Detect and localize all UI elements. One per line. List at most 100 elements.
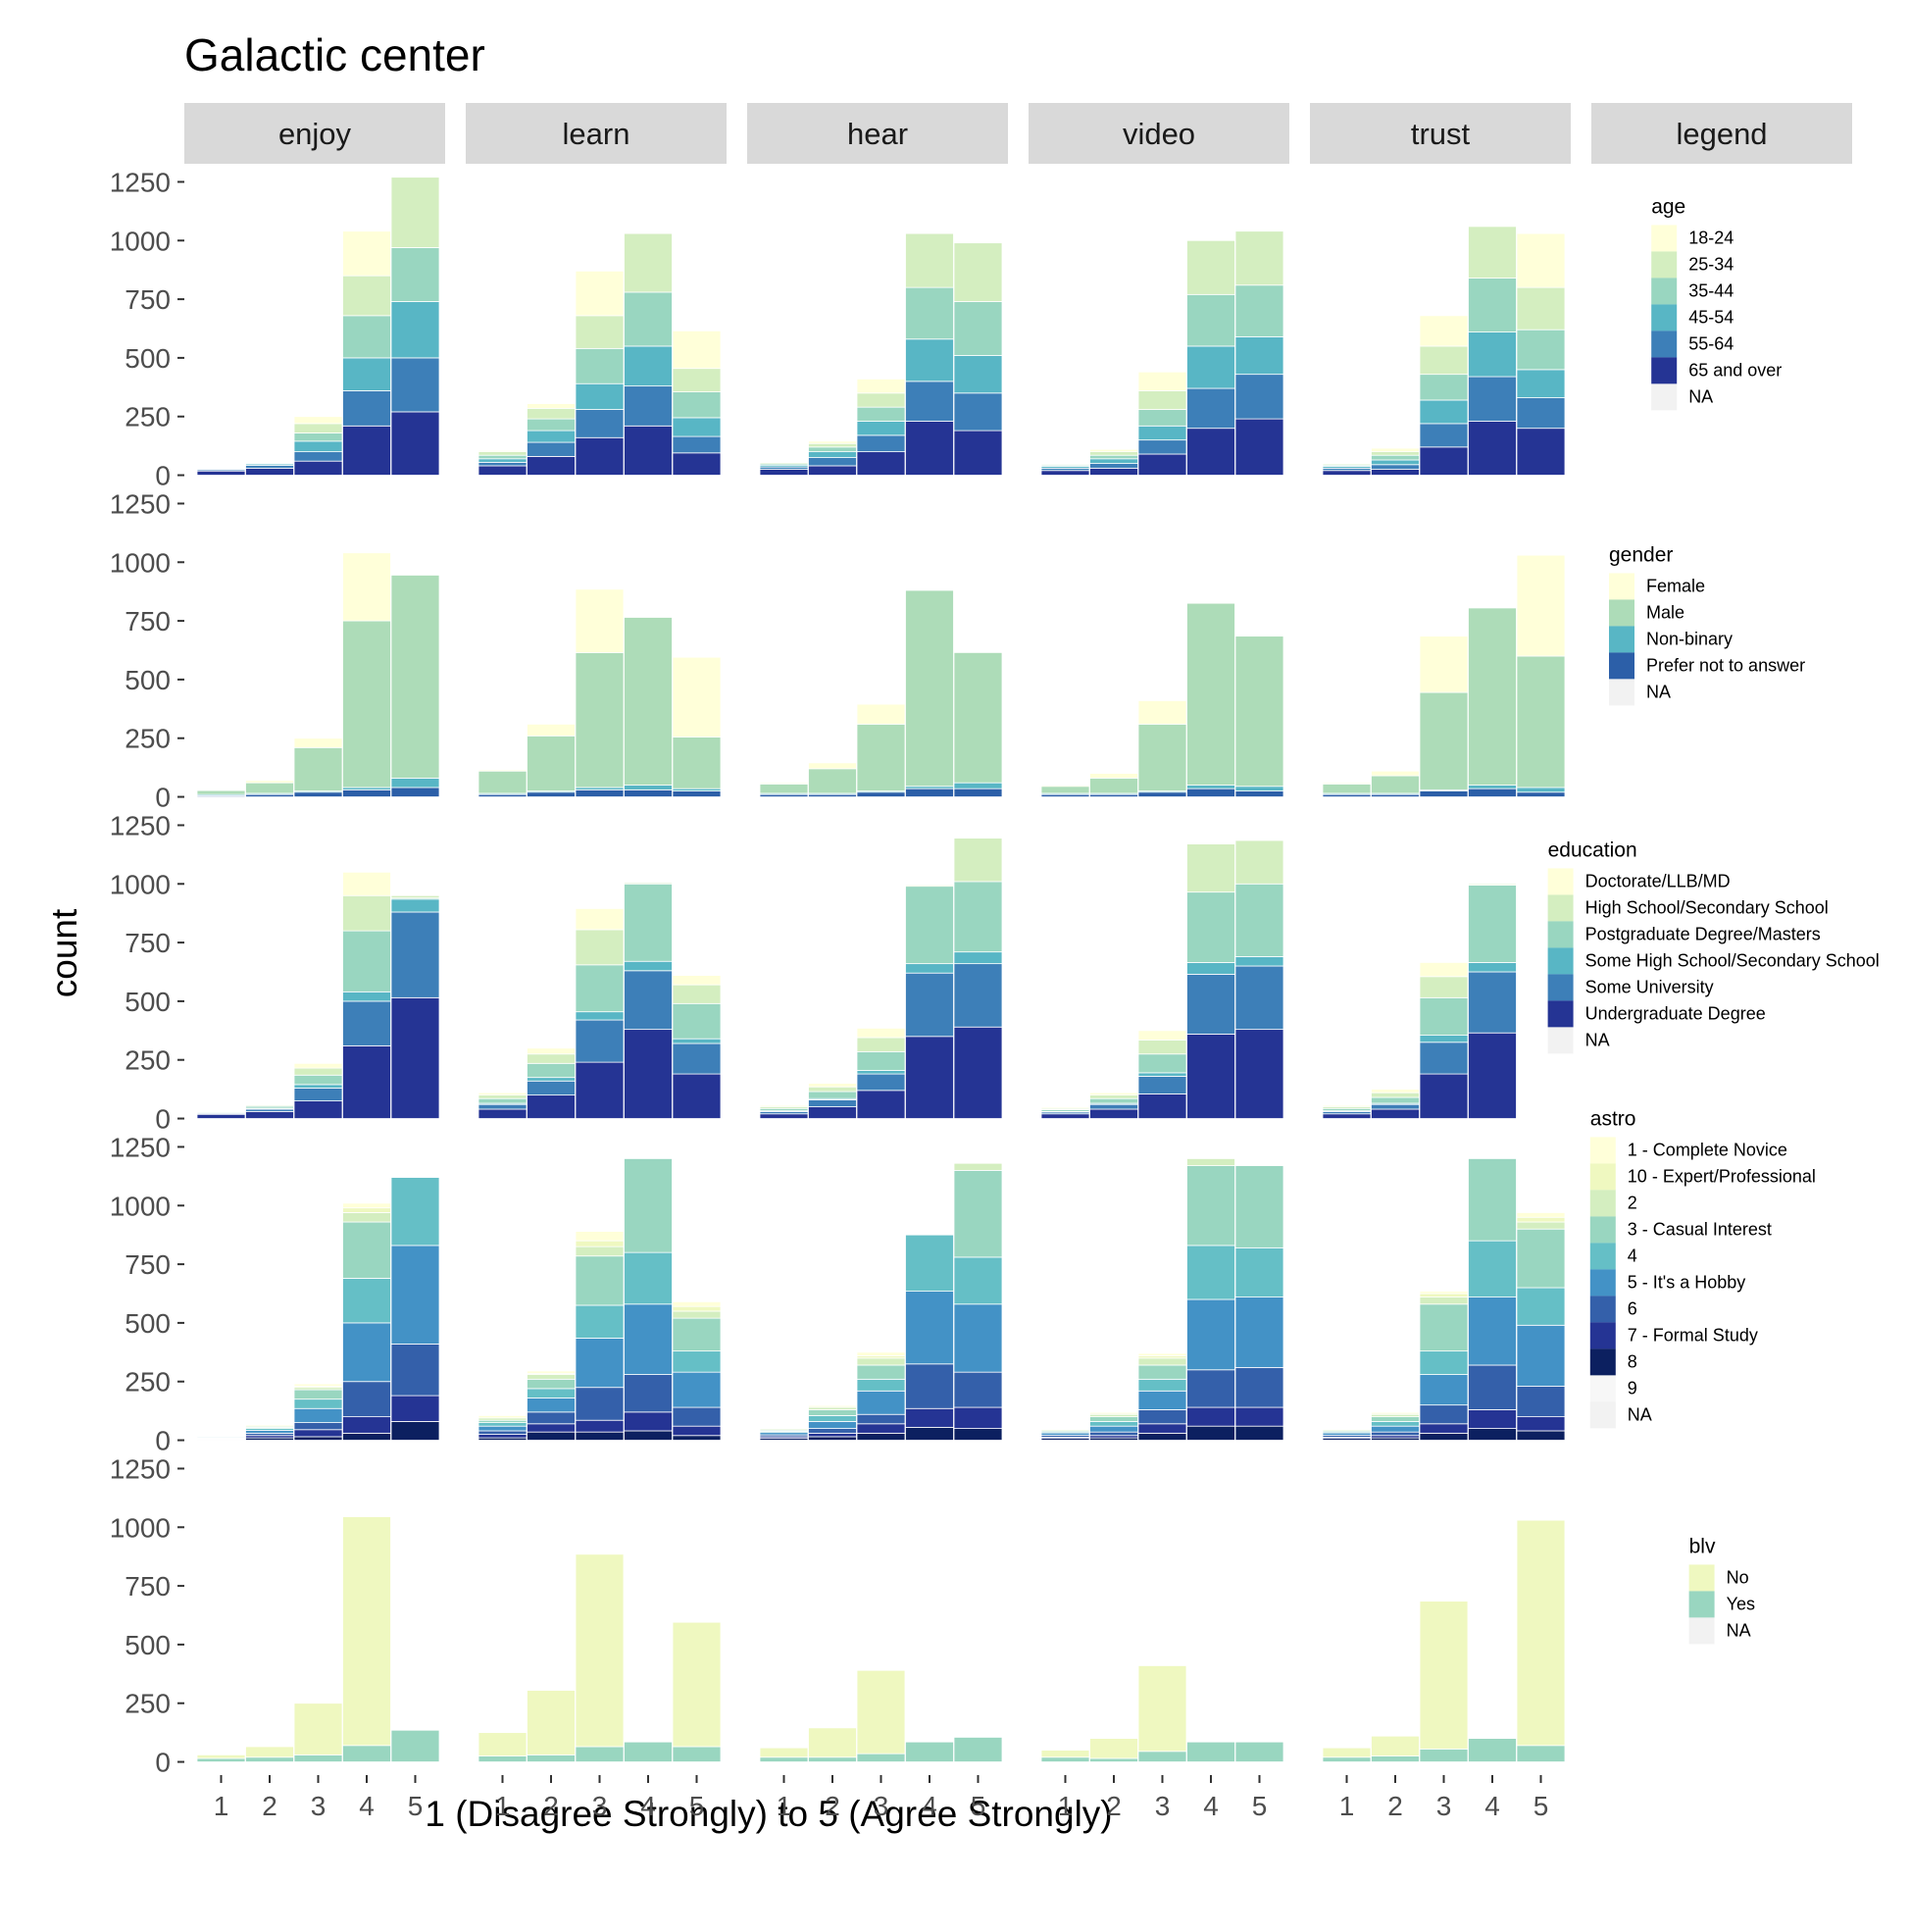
legend-astro: astro 1 - Complete Novice 10 - Expert/Prof… xyxy=(1589,1107,1816,1429)
bar-segment-education-video-3-High School/Secondary School xyxy=(1137,1039,1187,1055)
legend-key xyxy=(1688,1591,1715,1618)
bar-segment-age-trust-3-35-44 xyxy=(1419,374,1469,401)
bar-segment-astro-enjoy-3-5 - It's a Hobby xyxy=(293,1407,343,1423)
bar-segment-astro-enjoy-4-8 xyxy=(342,1432,391,1441)
bar-segment-gender-video-1-Male xyxy=(1040,786,1090,794)
bar-segment-education-learn-3-Undergraduate Degree xyxy=(575,1061,625,1119)
x-tick-label: 3 xyxy=(311,1791,327,1821)
bar-segment-age-trust-5-65 and over xyxy=(1516,428,1566,476)
bar-segment-age-hear-3-25-34 xyxy=(856,392,906,408)
bar-segment-gender-trust-5-Male xyxy=(1516,655,1566,788)
bar-segment-blv-video-1-No xyxy=(1040,1750,1090,1758)
x-axis-title: 1 (Disagree Strongly) to 5 (Agree Strong… xyxy=(425,1794,1112,1834)
bar-segment-astro-trust-3-4 xyxy=(1419,1350,1469,1375)
bar-segment-age-video-4-55-64 xyxy=(1186,387,1235,430)
bar-segment-astro-video-5-7 - Formal Study xyxy=(1234,1406,1284,1427)
legend-label: 5 - It's a Hobby xyxy=(1628,1272,1746,1292)
bar-segment-age-enjoy-1-65 and over xyxy=(196,470,246,476)
bar-segment-blv-video-3-Yes xyxy=(1137,1751,1187,1762)
bar-segment-gender-video-3-Prefer not to answer xyxy=(1137,791,1187,797)
bar-segment-astro-learn-1-1 - Complete Novice xyxy=(478,1415,528,1419)
bar-segment-gender-learn-1-Female xyxy=(478,769,528,772)
legend-label: Undergraduate Degree xyxy=(1585,1003,1766,1023)
bar-segment-blv-enjoy-5-Yes xyxy=(390,1729,440,1762)
facet-strip-label: trust xyxy=(1411,117,1471,151)
bar-segment-age-learn-3-25-34 xyxy=(575,315,625,349)
bar-segment-age-hear-2-18-24 xyxy=(808,440,857,444)
bar-segment-astro-video-3-2 xyxy=(1137,1357,1187,1366)
bar-segment-education-video-5-Some University xyxy=(1234,965,1284,1031)
bar-segment-gender-learn-4-Prefer not to answer xyxy=(624,788,673,797)
bar-segment-astro-video-4-4 xyxy=(1186,1245,1235,1300)
bar-segment-blv-hear-1-No xyxy=(759,1747,809,1758)
panel-age-hear xyxy=(759,232,1003,476)
panel-education-enjoy xyxy=(196,871,440,1119)
bar-segment-astro-trust-4-5 - It's a Hobby xyxy=(1468,1296,1517,1366)
bar-segment-age-learn-2-35-44 xyxy=(527,418,576,432)
bar-segment-age-trust-4-25-34 xyxy=(1468,226,1517,279)
x-tick-label: 4 xyxy=(359,1791,375,1821)
legend-title: astro xyxy=(1590,1107,1636,1130)
legend-label: 65 and over xyxy=(1688,360,1782,380)
y-tick-label: 750 xyxy=(125,284,171,315)
bar-segment-astro-learn-2-2 xyxy=(527,1374,576,1380)
bar-segment-age-video-5-45-54 xyxy=(1234,335,1284,376)
legend-label: Postgraduate Degree/Masters xyxy=(1585,924,1821,943)
bar-segment-gender-hear-2-Male xyxy=(808,768,857,794)
bar-segment-age-learn-4-55-64 xyxy=(624,385,673,427)
x-tick-label: 5 xyxy=(689,1791,705,1821)
bar-segment-age-learn-2-18-24 xyxy=(527,403,576,409)
bar-segment-astro-video-3-3 - Casual Interest xyxy=(1137,1364,1187,1380)
bar-segment-astro-enjoy-4-5 - It's a Hobby xyxy=(342,1322,391,1383)
bar-segment-astro-video-5-6 xyxy=(1234,1366,1284,1408)
bar-segment-gender-video-3-Male xyxy=(1137,723,1187,791)
bar-segment-blv-learn-1-No xyxy=(478,1732,528,1756)
panel-blv-video xyxy=(1040,1665,1284,1762)
bar-segment-education-enjoy-4-Undergraduate Degree xyxy=(342,1044,391,1119)
bar-segment-astro-learn-2-7 - Formal Study xyxy=(527,1423,576,1433)
panel-astro-video xyxy=(1040,1158,1284,1441)
bar-segment-education-enjoy-5-Undergraduate Degree xyxy=(390,996,440,1119)
bar-segment-age-enjoy-5-25-34 xyxy=(390,177,440,248)
bar-segment-astro-learn-2-8 xyxy=(527,1431,576,1441)
legend-title: age xyxy=(1651,195,1685,218)
legend-blv: blv No Yes NA xyxy=(1688,1535,1755,1645)
bar-segment-age-trust-2-45-54 xyxy=(1371,459,1420,466)
panel-blv-enjoy xyxy=(196,1516,440,1762)
bar-segment-education-trust-4-Postgraduate Degree/Masters xyxy=(1468,885,1517,963)
bar-segment-education-video-3-Postgraduate Degree/Masters xyxy=(1137,1053,1187,1074)
bar-segment-astro-learn-3-2 xyxy=(575,1246,625,1257)
bar-segment-education-hear-3-Doctorate/LLB/MD xyxy=(856,1028,906,1039)
x-tick-label: 5 xyxy=(1252,1791,1268,1821)
bar-segment-age-trust-5-55-64 xyxy=(1516,397,1566,430)
bar-segment-astro-enjoy-3-3 - Casual Interest xyxy=(293,1389,343,1400)
y-tick-label: 1250 xyxy=(110,810,171,840)
bar-segment-education-enjoy-4-Postgraduate Degree/Masters xyxy=(342,930,391,992)
bar-segment-gender-hear-5-Male xyxy=(953,651,1003,784)
bar-segment-astro-trust-3-10 - Expert/Professional xyxy=(1419,1293,1469,1297)
bar-segment-age-hear-3-55-64 xyxy=(856,434,906,453)
bar-segment-education-hear-1-Doctorate/LLB/MD xyxy=(759,1104,809,1107)
facet-strip-learn xyxy=(466,103,727,164)
bar-segment-age-trust-3-18-24 xyxy=(1419,315,1469,347)
legend-label: Prefer not to answer xyxy=(1646,655,1805,675)
bar-segment-gender-hear-5-Non-binary xyxy=(953,782,1003,789)
legend-key xyxy=(1589,1296,1616,1323)
y-tick-label: 1000 xyxy=(110,869,171,899)
bar-segment-education-enjoy-3-Doctorate/LLB/MD xyxy=(293,1062,343,1069)
bar-segment-gender-trust-4-Male xyxy=(1468,607,1517,786)
bar-segment-education-video-2-Some University xyxy=(1089,1103,1138,1110)
bar-segment-gender-enjoy-3-Female xyxy=(293,737,343,748)
y-tick-label: 1250 xyxy=(110,1132,171,1162)
bar-segment-age-enjoy-3-65 and over xyxy=(293,460,343,476)
bar-segment-astro-video-5-3 - Casual Interest xyxy=(1234,1165,1284,1248)
bar-segment-age-video-3-35-44 xyxy=(1137,409,1187,427)
bar-segment-age-learn-1-18-24 xyxy=(478,450,528,453)
bar-segment-gender-hear-4-Male xyxy=(905,589,954,788)
bar-segment-gender-trust-3-Male xyxy=(1419,691,1469,790)
bar-segment-astro-learn-3-10 - Expert/Professional xyxy=(575,1240,625,1247)
panel-age-enjoy xyxy=(196,177,440,476)
bar-segment-education-learn-2-Some High School/Secondary School xyxy=(527,1077,576,1082)
bar-segment-astro-trust-3-6 xyxy=(1419,1404,1469,1425)
bar-segment-gender-enjoy-4-Female xyxy=(342,552,391,622)
